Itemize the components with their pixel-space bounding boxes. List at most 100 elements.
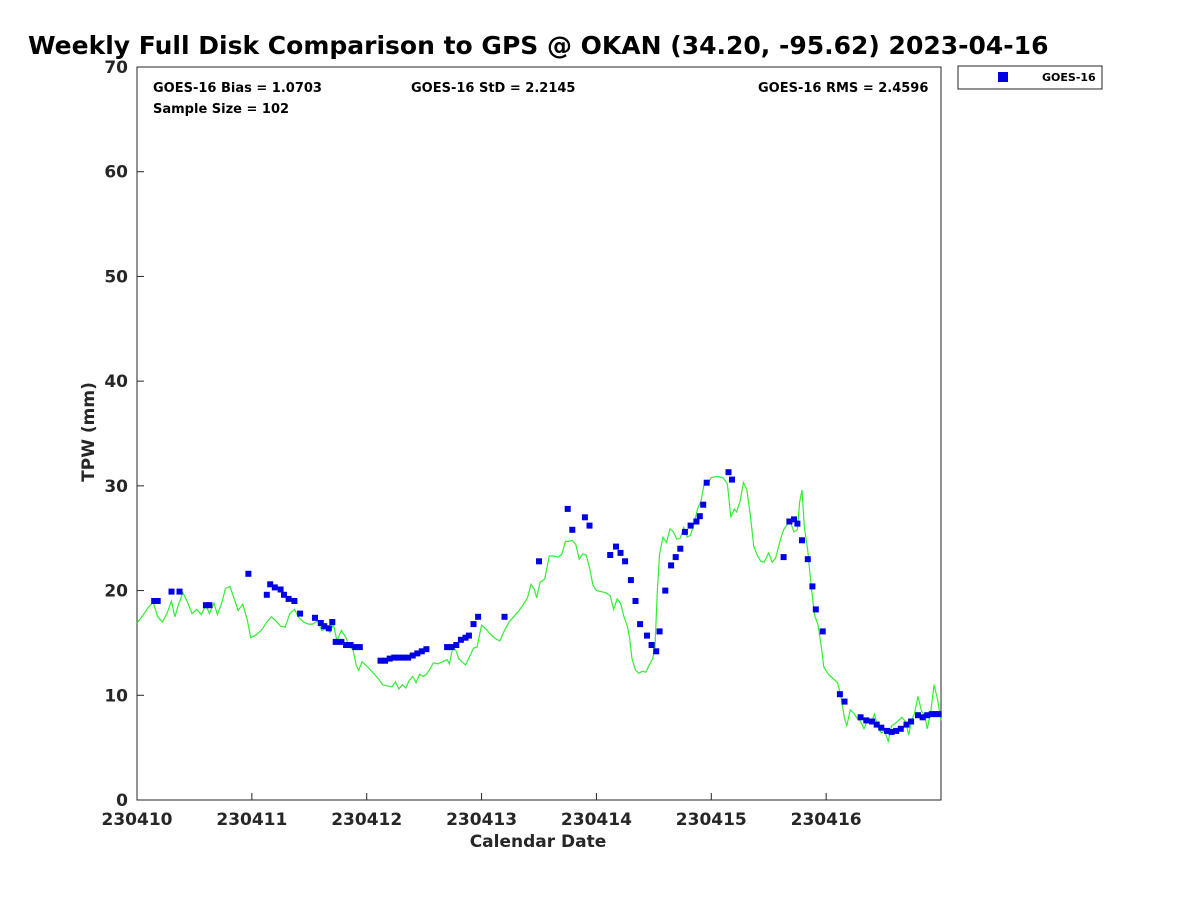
scatter-point — [703, 479, 710, 486]
scatter-point — [903, 721, 910, 728]
scatter-point — [168, 588, 175, 595]
scatter-point — [245, 570, 252, 577]
std-stat: GOES-16 StD = 2.2145 — [411, 81, 575, 96]
legend: GOES-16 — [957, 65, 1103, 90]
scatter-point — [277, 586, 284, 593]
scatter-point — [321, 623, 328, 630]
scatter-point — [470, 621, 477, 628]
y-tick-label: 30 — [104, 477, 128, 497]
rms-stat: GOES-16 RMS = 2.4596 — [758, 81, 928, 96]
scatter-point — [819, 628, 826, 635]
scatter-point — [672, 554, 679, 561]
scatter-point — [700, 501, 707, 508]
scatter-point — [312, 614, 318, 621]
scatter-point — [465, 632, 472, 639]
scatter-point — [267, 581, 274, 588]
scatter-point — [386, 655, 393, 662]
x-tick-label: 230414 — [561, 810, 632, 830]
scatter-point — [586, 522, 593, 529]
scatter-point — [151, 598, 158, 604]
scatter-point — [281, 591, 287, 598]
scatter-point — [637, 621, 644, 628]
scatter-point — [662, 587, 669, 594]
scatter-point — [836, 691, 843, 698]
scatter-point — [627, 577, 634, 584]
scatter-point — [656, 628, 663, 635]
scatter-point — [176, 588, 183, 595]
scatter-point — [928, 711, 935, 718]
y-tick-label: 20 — [104, 582, 128, 602]
scatter-point — [291, 598, 298, 604]
scatter-point — [418, 648, 425, 655]
scatter-point — [857, 714, 864, 721]
scatter-point — [617, 549, 624, 556]
chart-title: Weekly Full Disk Comparison to GPS @ OKA… — [28, 31, 1048, 60]
x-tick-label: 230411 — [216, 810, 287, 830]
scatter-point — [897, 725, 904, 732]
scatter-point — [271, 584, 278, 591]
scatter-point — [405, 654, 412, 661]
scatter-point — [356, 644, 363, 651]
gps-line-group — [136, 475, 942, 744]
scatter-point — [622, 558, 629, 565]
scatter-point — [444, 644, 451, 651]
scatter-point — [453, 642, 460, 648]
sample-size-stat: Sample Size = 102 — [153, 102, 289, 117]
scatter-point — [475, 613, 482, 620]
scatter-point — [878, 724, 885, 731]
gps-tpw-line — [136, 475, 942, 744]
scatter-group — [151, 469, 942, 735]
scatter-point — [607, 552, 614, 558]
scatter-point — [869, 718, 876, 725]
scatter-point — [935, 711, 942, 718]
scatter-point — [317, 620, 324, 626]
x-tick-label: 230413 — [446, 810, 517, 830]
y-tick-label: 10 — [104, 686, 128, 706]
scatter-point — [809, 583, 816, 590]
scatter-point — [206, 602, 213, 609]
scatter-point — [791, 516, 797, 523]
y-tick-label: 60 — [104, 163, 128, 183]
scatter-point — [696, 513, 703, 520]
scatter-point — [154, 598, 161, 604]
scatter-point — [329, 619, 336, 625]
scatter-point — [863, 717, 870, 724]
scatter-point — [263, 591, 270, 598]
scatter-point — [297, 610, 304, 617]
scatter-point — [409, 652, 416, 659]
y-tick-label: 50 — [104, 267, 128, 287]
y-axis-label: TPW (mm) — [79, 382, 99, 482]
scatter-point — [729, 476, 735, 483]
scatter-point — [893, 727, 900, 734]
scatter-point — [414, 650, 421, 657]
legend-label-goes16: GOES-16 — [1042, 71, 1096, 84]
scatter-point — [677, 545, 684, 552]
scatter-point — [202, 602, 209, 609]
scatter-point — [448, 644, 455, 651]
scatter-point — [536, 558, 542, 565]
scatter-point — [915, 712, 921, 719]
scatter-point — [581, 514, 588, 521]
scatter-point — [687, 522, 694, 529]
scatter-point — [908, 718, 915, 725]
scatter-point — [884, 727, 890, 734]
scatter-point — [613, 543, 619, 550]
scatter-point — [681, 528, 688, 535]
x-axis-ticks: 230410 230411 230412 230413 230414 230415 2304… — [102, 793, 862, 830]
y-tick-label: 0 — [116, 791, 128, 811]
legend-marker-icon — [998, 72, 1008, 82]
scatter-point — [457, 636, 464, 643]
scatter-point — [423, 646, 430, 653]
x-tick-label: 230410 — [102, 810, 173, 830]
scatter-point — [501, 613, 508, 620]
scatter-point — [391, 654, 398, 661]
scatter-point — [347, 642, 354, 648]
scatter-point — [395, 654, 402, 661]
scatter-point — [648, 642, 655, 648]
scatter-point — [462, 634, 469, 641]
bias-stat: GOES-16 Bias = 1.0703 — [153, 81, 322, 96]
scatter-point — [804, 556, 811, 563]
scatter-point — [919, 714, 926, 721]
scatter-point — [564, 505, 571, 512]
